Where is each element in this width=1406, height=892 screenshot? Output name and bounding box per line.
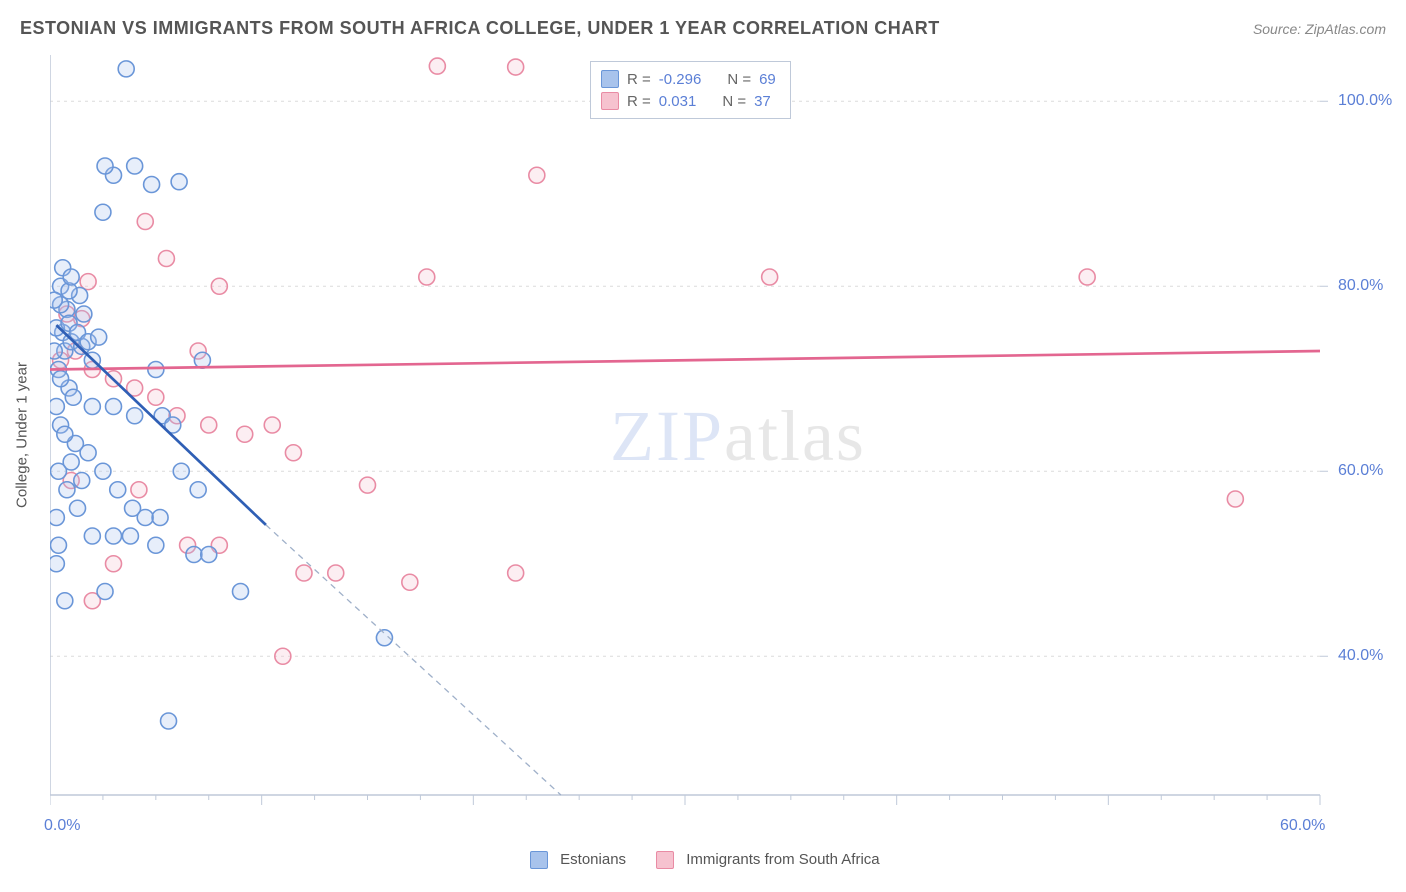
- legend-swatch-b-bottom: [656, 851, 674, 869]
- source-label: Source: ZipAtlas.com: [1253, 21, 1386, 37]
- chart-container: College, Under 1 year ZIPatlas R = -0.29…: [50, 55, 1370, 815]
- y-tick-label: 60.0%: [1338, 462, 1383, 480]
- legend-r-label-b: R =: [627, 93, 651, 110]
- y-tick-label: 80.0%: [1338, 277, 1383, 295]
- scatter-plot: [50, 55, 1370, 815]
- legend-n-label-a: N =: [727, 71, 751, 88]
- legend-r-value-b: 0.031: [659, 93, 697, 110]
- x-tick-label: 0.0%: [44, 817, 80, 835]
- legend-label-a: Estonians: [560, 851, 626, 868]
- x-tick-label: 60.0%: [1280, 817, 1325, 835]
- y-tick-label: 100.0%: [1338, 92, 1392, 110]
- legend-row-b: R = 0.031 N = 37: [601, 90, 776, 112]
- y-tick-label: 40.0%: [1338, 647, 1383, 665]
- series-legend: Estonians Immigrants from South Africa: [530, 851, 880, 869]
- legend-n-label-b: N =: [722, 93, 746, 110]
- y-axis-title: College, Under 1 year: [14, 362, 31, 508]
- legend-swatch-b: [601, 92, 619, 110]
- correlation-legend: R = -0.296 N = 69 R = 0.031 N = 37: [590, 61, 791, 119]
- legend-r-value-a: -0.296: [659, 71, 702, 88]
- legend-swatch-a-bottom: [530, 851, 548, 869]
- legend-n-value-b: 37: [754, 93, 771, 110]
- page-title: ESTONIAN VS IMMIGRANTS FROM SOUTH AFRICA…: [20, 18, 940, 39]
- legend-r-label-a: R =: [627, 71, 651, 88]
- legend-item-a: Estonians: [530, 851, 626, 869]
- legend-row-a: R = -0.296 N = 69: [601, 68, 776, 90]
- legend-swatch-a: [601, 70, 619, 88]
- legend-n-value-a: 69: [759, 71, 776, 88]
- legend-label-b: Immigrants from South Africa: [686, 851, 879, 868]
- legend-item-b: Immigrants from South Africa: [656, 851, 880, 869]
